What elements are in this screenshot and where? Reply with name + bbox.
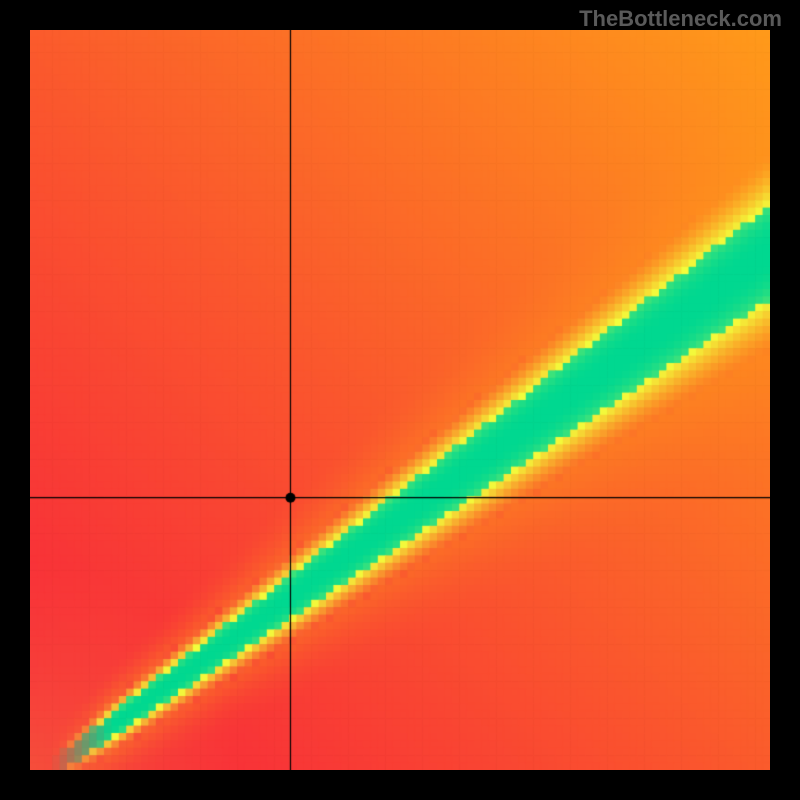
plot-area [30,30,770,770]
chart-container: TheBottleneck.com [0,0,800,800]
bottleneck-heatmap [30,30,770,770]
watermark-text: TheBottleneck.com [579,6,782,32]
